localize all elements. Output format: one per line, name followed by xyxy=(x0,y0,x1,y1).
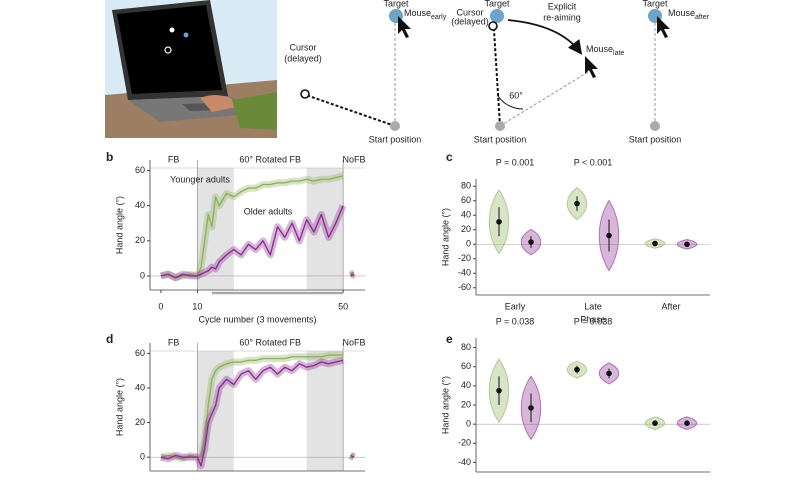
y-axis-label: Hand angle (°) xyxy=(440,208,450,266)
mean-dot xyxy=(528,239,534,245)
panel-label: c xyxy=(446,150,453,164)
line xyxy=(160,205,355,279)
cursor-label: Cursor xyxy=(289,42,316,52)
y-tick-label: -20 xyxy=(458,438,471,448)
mean-dot xyxy=(606,370,612,377)
series-label: Older adults xyxy=(244,206,293,216)
x-tick-label: Late xyxy=(584,478,602,480)
y-tick-label: 20 xyxy=(461,399,471,409)
panel-label: e xyxy=(446,332,453,346)
target-label: Target xyxy=(383,0,409,8)
shaded-region xyxy=(197,168,234,290)
y-axis-label: Hand angle (°) xyxy=(114,378,124,436)
mouse-label: Mouseafter xyxy=(668,8,710,20)
phase-label: 60° Rotated FB xyxy=(239,154,301,164)
mean-dot xyxy=(606,232,612,239)
y-tick-label: -20 xyxy=(458,253,471,263)
y-tick-label: 60 xyxy=(461,195,471,205)
mouse-text: Mouse xyxy=(586,44,613,54)
p-value: P = 0.038 xyxy=(496,316,535,326)
cursor-note: (delayed) xyxy=(451,16,489,26)
diagram-early: Target Mouseearly Cursor (delayed) Start… xyxy=(284,0,446,144)
phase-label: NoFB xyxy=(343,154,366,164)
y-tick-label: 20 xyxy=(461,224,471,234)
y-tick-label: 80 xyxy=(461,181,471,191)
y-tick-label: 60 xyxy=(135,165,145,175)
phase-label: FB xyxy=(168,337,180,347)
y-tick-label: 40 xyxy=(135,382,145,392)
y-tick-label: 60 xyxy=(461,361,471,371)
panel-label: b xyxy=(106,150,113,164)
y-axis-label: Hand angle (°) xyxy=(114,196,124,254)
diagram-after: Target Mouseafter Start position xyxy=(629,0,710,144)
target-label: Target xyxy=(642,0,668,8)
phase-label: NoFB xyxy=(343,337,366,347)
panel-label: d xyxy=(106,332,113,346)
y-tick-label: 20 xyxy=(135,235,145,245)
diagram-late: Target Mouselate Cursor (delayed) Explic… xyxy=(451,0,624,144)
x-tick-label: 50 xyxy=(338,301,348,311)
mouse-label: Mouselate xyxy=(586,44,624,56)
y-tick-label: 0 xyxy=(466,239,471,249)
mouse-sub: late xyxy=(613,50,624,57)
mouse-sub: early xyxy=(431,14,447,21)
start-label: Start position xyxy=(369,134,422,144)
x-tick-label: 10 xyxy=(192,301,202,311)
x-axis-label: Cycle number (3 movements) xyxy=(198,314,316,324)
mouse-text: Mouse xyxy=(668,8,695,18)
y-tick-label: 40 xyxy=(461,380,471,390)
p-value: P = 0.038 xyxy=(574,316,613,326)
phase-label: 60° Rotated FB xyxy=(239,337,301,347)
x-tick-label: Early xyxy=(505,301,526,311)
mean-dot xyxy=(652,420,658,426)
line xyxy=(160,359,355,467)
x-tick-label: 0 xyxy=(158,301,163,311)
reaim-label: Explicit xyxy=(548,1,577,11)
series-label: Younger adults xyxy=(170,174,230,184)
y-tick-label: -40 xyxy=(458,268,471,278)
shaded-region xyxy=(306,351,344,471)
mouse-sub: after xyxy=(695,14,710,21)
cursor-label: Cursor xyxy=(456,7,483,17)
mean-dot xyxy=(528,405,534,411)
reaim-label: re-aiming xyxy=(543,12,581,22)
y-tick-label: 80 xyxy=(461,342,471,352)
mean-dot xyxy=(496,218,502,225)
y-tick-label: 40 xyxy=(135,200,145,210)
y-axis-label: Hand angle (°) xyxy=(440,376,450,434)
y-tick-label: -60 xyxy=(458,282,471,292)
mean-dot xyxy=(574,366,580,373)
y-tick-label: 40 xyxy=(461,210,471,220)
mean-dot xyxy=(652,240,658,247)
mouse-label: Mouseearly xyxy=(404,8,447,20)
x-tick-label: After xyxy=(661,301,680,311)
start-label: Start position xyxy=(629,134,682,144)
x-tick-label: Late xyxy=(584,301,602,311)
angle-label: 60° xyxy=(509,90,523,100)
mean-dot xyxy=(684,420,690,426)
p-value: P = 0.001 xyxy=(496,157,535,167)
x-tick-label: Early xyxy=(505,478,526,480)
x-tick-label: After xyxy=(661,478,680,480)
y-tick-label: 0 xyxy=(140,270,145,280)
start-label: Start position xyxy=(474,134,527,144)
phase-label: FB xyxy=(168,154,180,164)
target-label: Target xyxy=(484,0,510,8)
y-tick-label: -40 xyxy=(458,457,471,467)
mean-dot xyxy=(574,200,580,207)
illustration xyxy=(105,0,277,138)
mean-dot xyxy=(496,387,502,394)
p-value: P < 0.001 xyxy=(574,157,613,167)
y-tick-label: 0 xyxy=(466,419,471,429)
y-tick-label: 0 xyxy=(140,452,145,462)
mean-dot xyxy=(684,241,690,248)
y-tick-label: 60 xyxy=(135,348,145,358)
mouse-text: Mouse xyxy=(404,8,431,18)
cursor-note: (delayed) xyxy=(284,53,322,63)
x-axis-label: Phase xyxy=(580,314,606,324)
y-tick-label: 20 xyxy=(135,417,145,427)
